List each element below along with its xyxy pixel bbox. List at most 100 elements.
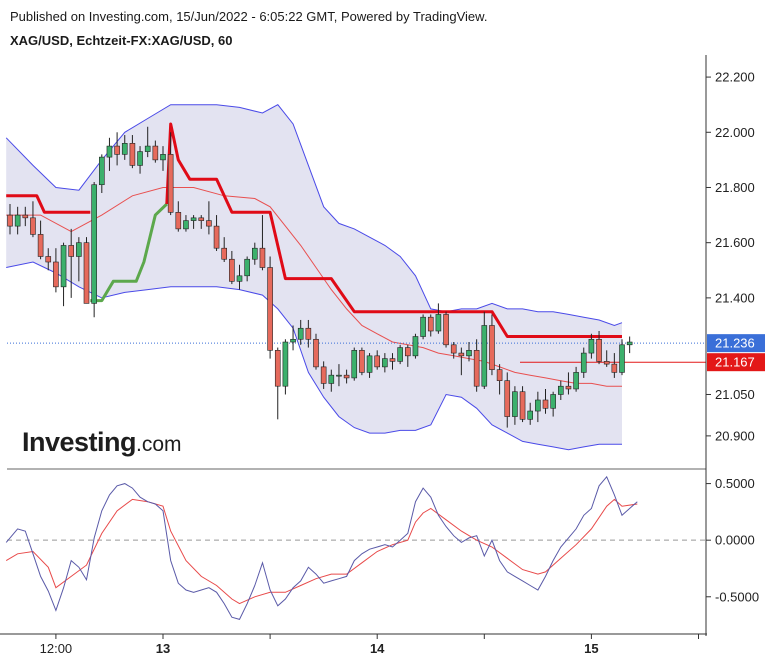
candle	[603, 350, 610, 367]
candle	[481, 311, 488, 389]
oscillator-tick-label: 0.5000	[715, 476, 755, 491]
candle-body-down	[313, 338, 319, 368]
candle	[351, 347, 358, 381]
candle	[504, 372, 511, 428]
candle-body-up	[236, 275, 243, 282]
candle	[167, 132, 174, 216]
price-tag-label: 21.167	[715, 355, 755, 370]
candle-body-up	[527, 410, 534, 420]
candle-body-up	[366, 355, 373, 373]
candle-body-down	[213, 225, 220, 249]
candle	[190, 215, 197, 229]
candle-body-up	[435, 314, 442, 332]
candle-body-up	[397, 347, 403, 362]
candle-body-down	[404, 347, 411, 357]
candle	[512, 386, 518, 425]
candle	[519, 386, 526, 423]
candle-body-down	[114, 145, 120, 155]
price-labels: 21.236 21.167	[707, 334, 765, 372]
candle-body-down	[504, 380, 511, 417]
candle	[91, 181, 97, 318]
candle-body-up	[91, 184, 97, 304]
oscillator-axis: 0.5000 0.0000 -0.5000	[706, 476, 759, 604]
candle-body-up	[60, 245, 67, 288]
candle	[252, 242, 258, 265]
price-tick-label: 20.900	[715, 428, 755, 443]
candle	[580, 347, 587, 378]
time-tick-label: 14	[370, 641, 385, 656]
candle-body-down	[443, 314, 449, 346]
candle-body-down	[565, 385, 572, 390]
candle	[244, 256, 250, 282]
candle	[30, 201, 36, 238]
candle-body-down	[45, 256, 52, 263]
oscillator-signal-line	[5, 498, 638, 605]
bollinger-lower-line	[6, 261, 622, 451]
candle	[366, 353, 373, 378]
candle	[76, 237, 82, 282]
candle	[596, 331, 602, 365]
candle	[22, 206, 29, 227]
price-tick-label: 22.200	[715, 70, 755, 85]
candle-body-down	[229, 258, 235, 282]
candle-body-up	[481, 325, 488, 387]
candle	[535, 391, 541, 423]
candle-body-down	[343, 374, 350, 379]
price-tick-label: 21.050	[715, 387, 755, 402]
candle-body-up	[121, 143, 128, 155]
candle	[466, 342, 472, 362]
candle-body-down	[427, 316, 434, 332]
time-tick-label: 12:00	[40, 641, 73, 656]
candle-body-down	[519, 391, 526, 420]
candle	[397, 344, 403, 365]
candle	[427, 314, 434, 337]
candle-body-down	[167, 154, 174, 213]
candle	[221, 237, 227, 262]
candle-body-down	[7, 214, 13, 227]
candle-body-up	[14, 214, 21, 227]
candle	[619, 339, 625, 376]
candle-body-up	[144, 145, 151, 152]
candle-body-down	[458, 352, 465, 357]
candle	[121, 135, 128, 160]
candle	[236, 264, 243, 290]
candle-body-down	[596, 338, 602, 362]
candle-body-up	[297, 327, 304, 340]
candle-body-up	[382, 358, 388, 368]
instrument-title: XAG/USD, Echtzeit-FX:XAG/USD, 60	[10, 33, 233, 48]
candle-body-up	[535, 399, 541, 412]
candle	[144, 126, 151, 158]
candle-body-down	[267, 267, 273, 351]
candle	[175, 201, 182, 232]
candle	[45, 248, 52, 271]
price-tag	[707, 334, 765, 353]
candle	[198, 215, 205, 229]
candle-body-up	[619, 344, 625, 373]
price-tick-label: 21.800	[715, 180, 755, 195]
time-tick-label: 13	[156, 641, 170, 656]
candle	[213, 215, 220, 251]
candle	[137, 146, 143, 174]
price-tick-label: 21.400	[715, 290, 755, 305]
candle-body-down	[274, 350, 281, 387]
candle-body-down	[30, 217, 36, 235]
candle-body-down	[603, 361, 610, 365]
candle-body-up	[420, 316, 426, 337]
candle	[7, 204, 13, 235]
candle	[290, 325, 296, 351]
price-tick-label: 21.600	[715, 235, 755, 250]
candlestick-series	[7, 126, 633, 428]
candle	[420, 314, 426, 340]
trailing-stop-red-line	[6, 122, 622, 338]
candle-body-down	[198, 217, 205, 221]
candle-body-down	[68, 245, 74, 257]
trailing-stop-segment	[6, 194, 91, 214]
candle	[229, 250, 235, 285]
candle-body-up	[336, 374, 342, 377]
candle	[328, 369, 335, 392]
candle	[458, 347, 465, 376]
candle	[152, 140, 159, 163]
candle-body-up	[190, 217, 197, 221]
trailing-stop-green-line	[90, 202, 168, 303]
